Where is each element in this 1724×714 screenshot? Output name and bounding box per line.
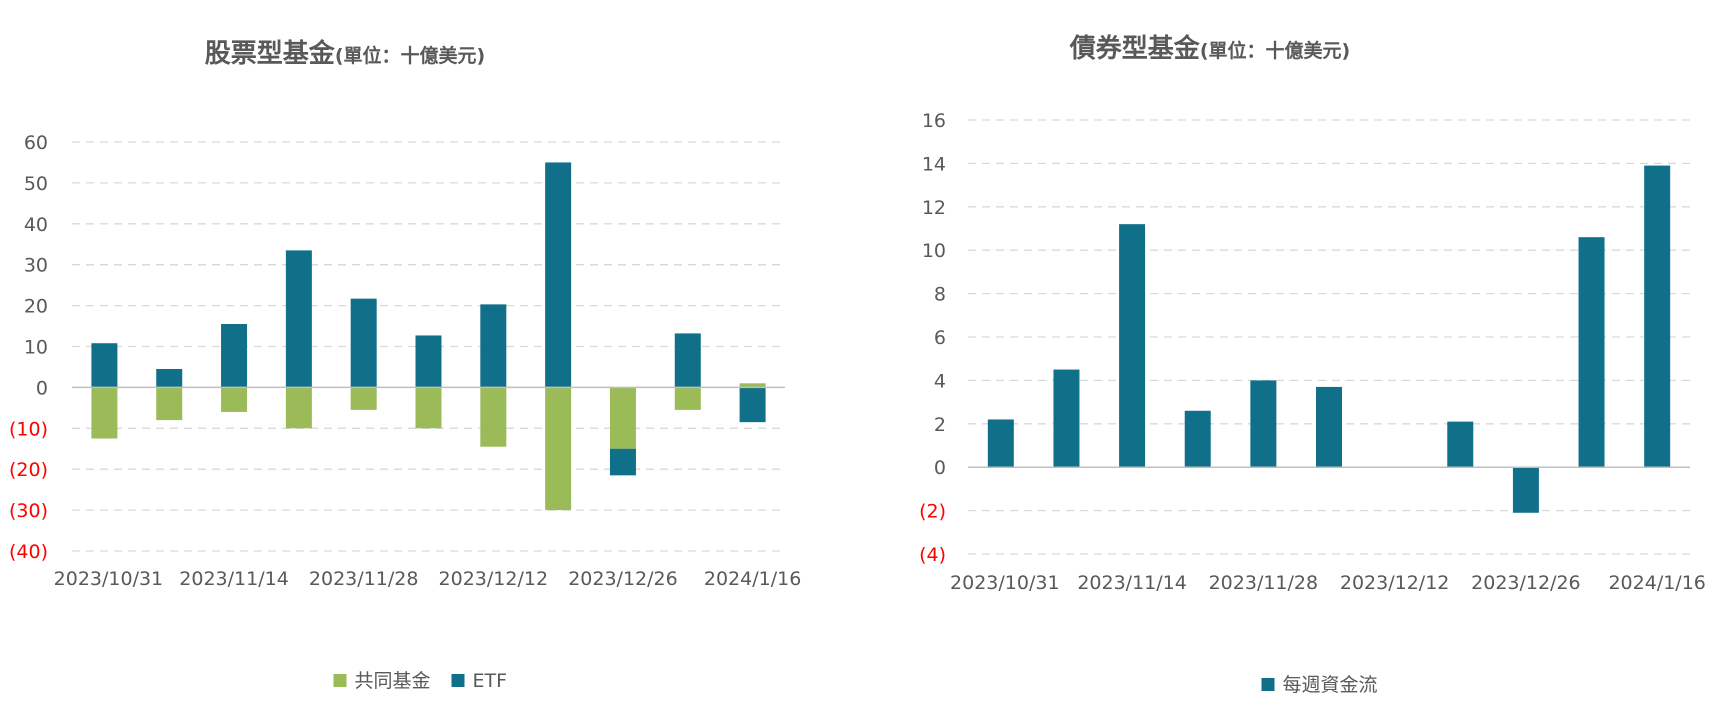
equity-legend: 共同基金 ETF — [333, 670, 508, 692]
etf-bar — [739, 387, 766, 423]
equity-y-axis: 60 50 40 30 20 10 0 (10) (20) (30) (40) — [9, 132, 48, 563]
x-tick-label: 2023/10/31 — [54, 568, 164, 590]
bond-chart-title: 債券型基金(單位：十億美元) — [1069, 33, 1350, 64]
etf-bar — [545, 162, 572, 388]
weekly-flow-bar — [1250, 380, 1277, 468]
y-tick-label: 50 — [24, 173, 48, 195]
mutual-fund-bar — [91, 387, 118, 439]
legend-label: ETF — [473, 670, 508, 692]
y-tick-label: 60 — [24, 132, 48, 154]
bond-x-axis: 2023/10/31 2023/11/14 2023/11/28 2023/12/12… — [950, 572, 1706, 594]
y-tick-label: 14 — [922, 153, 946, 175]
equity-fund-chart: 股票型基金(單位：十億美元) 60 50 40 30 20 10 0 (10) (20) (30)… — [9, 38, 801, 692]
x-tick-label: 2023/10/31 — [950, 572, 1060, 594]
mutual-fund-bar — [545, 387, 572, 511]
x-tick-label: 2024/1/16 — [1608, 572, 1705, 594]
y-tick-label: 6 — [934, 327, 946, 349]
y-tick-label: 10 — [922, 240, 946, 262]
weekly-flow-bar — [1512, 467, 1539, 513]
weekly-flow-bar — [1119, 224, 1146, 468]
legend-label: 每週資金流 — [1283, 674, 1378, 696]
mutual-fund-bar — [415, 387, 442, 429]
legend-swatch — [333, 674, 347, 687]
y-tick-label: (30) — [9, 500, 48, 522]
etf-bar — [609, 448, 636, 476]
y-tick-label: 40 — [24, 214, 48, 236]
mutual-fund-bar — [350, 387, 377, 410]
y-tick-label: 4 — [934, 370, 946, 392]
bond-chart-title-unit: (單位：十億美元) — [1200, 39, 1350, 62]
legend-swatch — [451, 674, 465, 687]
x-tick-label: 2023/12/12 — [439, 568, 549, 590]
equity-chart-title-unit: (單位：十億美元) — [335, 44, 485, 67]
bond-bars — [987, 165, 1671, 513]
legend-swatch — [1261, 678, 1275, 691]
weekly-flow-bar — [1447, 421, 1474, 468]
weekly-flow-bar — [1316, 386, 1342, 468]
weekly-flow-bar — [1184, 410, 1211, 468]
etf-bar — [91, 343, 118, 388]
x-tick-label: 2023/12/26 — [1471, 572, 1581, 594]
y-tick-label: 2 — [934, 414, 946, 436]
etf-bar — [350, 298, 377, 388]
mutual-fund-bar — [739, 383, 766, 388]
etf-bar — [285, 250, 312, 388]
bond-chart-title-main: 債券型基金 — [1069, 33, 1201, 64]
equity-bars — [91, 162, 766, 511]
y-tick-label: 0 — [934, 457, 946, 479]
y-tick-label: (2) — [919, 501, 946, 523]
weekly-flow-bar — [1578, 237, 1605, 468]
y-tick-label: 20 — [24, 296, 48, 318]
etf-bar — [480, 304, 507, 388]
mutual-fund-bar — [480, 387, 507, 447]
y-tick-label: (4) — [919, 544, 946, 566]
y-tick-label: 10 — [24, 337, 48, 359]
x-tick-label: 2023/12/12 — [1340, 572, 1450, 594]
x-tick-label: 2023/11/14 — [179, 568, 289, 590]
etf-bar — [221, 324, 248, 388]
equity-chart-title: 股票型基金(單位：十億美元) — [205, 38, 485, 69]
weekly-flow-bar — [1644, 165, 1671, 468]
x-tick-label: 2023/12/26 — [568, 568, 678, 590]
x-tick-label: 2023/11/28 — [309, 568, 419, 590]
mutual-fund-bar — [221, 387, 248, 412]
equity-x-axis: 2023/10/31 2023/11/14 2023/11/28 2023/12/12… — [54, 568, 802, 590]
etf-bar — [415, 335, 442, 388]
mutual-fund-bar — [285, 387, 312, 429]
y-tick-label: 16 — [922, 110, 946, 132]
y-tick-label: (20) — [9, 459, 48, 481]
x-tick-label: 2023/11/28 — [1209, 572, 1319, 594]
bond-legend: 每週資金流 — [1261, 674, 1378, 696]
y-tick-label: 8 — [934, 284, 946, 306]
y-tick-label: (10) — [9, 418, 48, 440]
y-tick-label: 12 — [922, 197, 946, 219]
etf-bar — [156, 368, 183, 388]
weekly-flow-bar — [987, 419, 1014, 468]
y-tick-label: 30 — [24, 255, 48, 277]
x-tick-label: 2024/1/16 — [704, 568, 801, 590]
x-tick-label: 2023/11/14 — [1077, 572, 1187, 594]
bond-y-axis: 16 14 12 10 8 6 4 2 0 (2) (4) — [919, 110, 946, 566]
mutual-fund-bar — [609, 387, 636, 449]
mutual-fund-bar — [674, 387, 701, 410]
etf-bar — [674, 333, 701, 388]
y-tick-label: (40) — [9, 541, 48, 563]
bond-fund-chart: 債券型基金(單位：十億美元) 16 14 12 10 8 6 4 2 0 (2) (4) 2023/… — [919, 33, 1706, 696]
weekly-flow-bar — [1053, 369, 1080, 468]
mutual-fund-bar — [156, 387, 183, 421]
y-tick-label: 0 — [36, 377, 48, 399]
equity-chart-title-main: 股票型基金 — [205, 38, 336, 69]
legend-label: 共同基金 — [355, 670, 431, 692]
